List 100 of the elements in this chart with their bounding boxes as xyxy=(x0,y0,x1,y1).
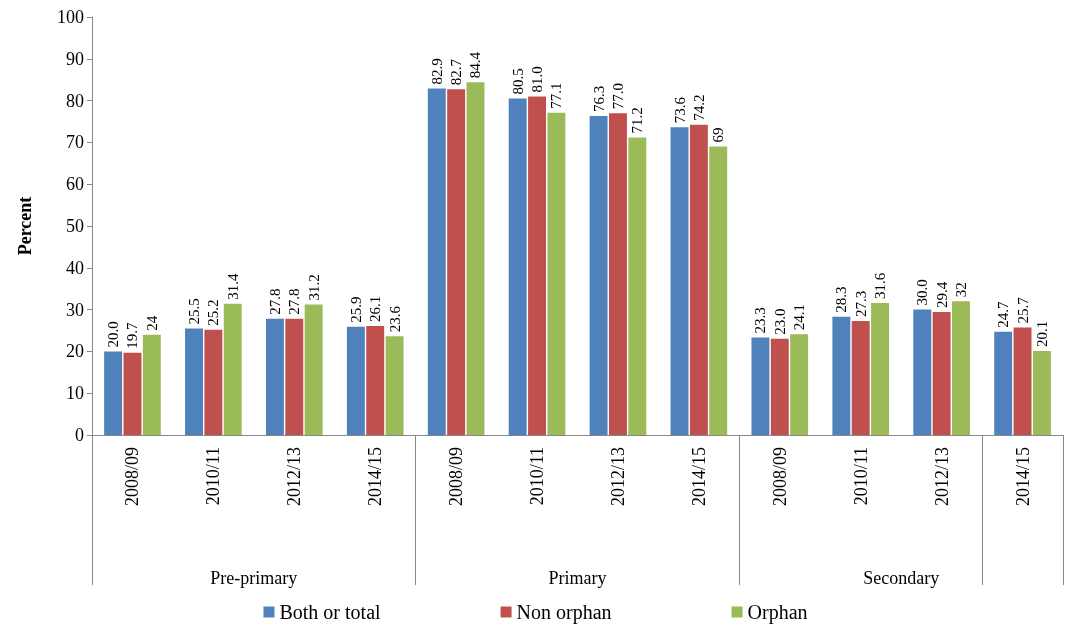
bar xyxy=(508,98,527,435)
y-axis-title: Percent xyxy=(15,196,35,256)
data-label: 80.5 xyxy=(509,68,526,95)
y-tick-label: 50 xyxy=(66,216,84,236)
y-tick-label: 20 xyxy=(66,341,84,362)
bar xyxy=(123,352,142,435)
bar xyxy=(628,137,647,435)
y-tick-label: 60 xyxy=(66,174,84,195)
bar xyxy=(223,303,242,435)
data-label: 28.3 xyxy=(833,286,850,313)
bar xyxy=(285,318,304,435)
y-tick-label: 100 xyxy=(57,7,84,27)
data-label: 31.4 xyxy=(224,273,241,300)
x-tick-label: 2008/09 xyxy=(446,447,467,507)
bar xyxy=(466,82,485,435)
text: Primary xyxy=(548,568,607,588)
data-label: 82.9 xyxy=(428,58,445,85)
bar xyxy=(790,334,809,435)
bar xyxy=(304,304,323,435)
data-label: 29.4 xyxy=(933,281,950,309)
data-label: 27.3 xyxy=(852,290,869,317)
data-label: 31.6 xyxy=(872,272,889,299)
bar xyxy=(346,326,365,435)
data-label: 82.7 xyxy=(448,58,465,86)
bar xyxy=(952,301,970,435)
data-label: 25.7 xyxy=(1014,296,1031,324)
bar xyxy=(589,116,608,435)
bar xyxy=(994,331,1013,435)
text: Secondary xyxy=(863,568,940,588)
bar xyxy=(751,337,770,435)
data-label: 27.8 xyxy=(266,288,283,315)
bar xyxy=(142,334,161,435)
data-label: 24.7 xyxy=(995,301,1012,328)
data-label: 25.2 xyxy=(205,299,222,326)
data-label: 23.6 xyxy=(386,305,403,333)
data-label: 30.0 xyxy=(914,279,931,306)
data-label: 71.2 xyxy=(629,107,646,134)
x-tick-label: 2012/13 xyxy=(931,447,952,507)
bar xyxy=(709,146,728,435)
bar xyxy=(832,316,851,435)
bar xyxy=(770,338,789,435)
legend-label: Both or total xyxy=(279,601,382,623)
bar xyxy=(1013,327,1032,435)
bar xyxy=(104,351,123,435)
x-tick-label: 2014/15 xyxy=(688,447,709,507)
data-label: 74.2 xyxy=(690,94,707,121)
bar xyxy=(932,312,951,435)
y-tick-label: 30 xyxy=(66,299,84,320)
bar xyxy=(609,113,627,435)
legend-label: Non orphan xyxy=(516,601,612,624)
data-label: 23.0 xyxy=(771,308,788,335)
bar xyxy=(670,127,689,435)
x-tick-label: 2012/13 xyxy=(284,447,305,507)
data-label: 73.6 xyxy=(671,96,688,124)
bar xyxy=(851,320,870,435)
bar xyxy=(871,302,890,435)
bar xyxy=(1032,350,1051,435)
bar xyxy=(265,318,284,435)
y-tick-label: 90 xyxy=(66,48,84,69)
bar xyxy=(427,88,446,435)
text: Pre-primary xyxy=(210,568,298,588)
data-label: 25.9 xyxy=(347,296,364,323)
data-label: 84.4 xyxy=(467,51,484,79)
y-tick-label: 80 xyxy=(66,90,84,111)
x-tick-label: 2012/13 xyxy=(607,447,628,507)
x-tick-label: 2010/11 xyxy=(527,447,548,506)
x-tick-label: 2014/15 xyxy=(365,447,386,507)
x-tick-label: 2010/11 xyxy=(203,447,224,506)
x-tick-label: 2008/09 xyxy=(769,447,790,507)
data-label: 26.1 xyxy=(367,295,384,322)
bar xyxy=(689,124,708,435)
y-tick-label: 40 xyxy=(66,257,84,278)
data-label: 23.3 xyxy=(752,307,769,334)
data-label: 31.2 xyxy=(305,274,322,301)
legend-label: Orphan xyxy=(747,601,808,624)
data-label: 24.1 xyxy=(791,304,808,331)
data-label: 20.1 xyxy=(1033,320,1050,347)
data-label: 27.8 xyxy=(286,288,303,315)
bar xyxy=(204,329,223,435)
bar xyxy=(913,309,932,435)
data-label: 20.0 xyxy=(105,321,122,348)
y-tick-label: 0 xyxy=(75,425,84,445)
data-label: 69 xyxy=(710,127,727,143)
data-label: 24 xyxy=(143,315,160,331)
y-tick-label: 10 xyxy=(66,383,84,404)
bar xyxy=(528,96,546,435)
data-label: 77.0 xyxy=(609,82,626,110)
x-tick-label: 2014/15 xyxy=(1012,447,1033,507)
x-tick-label: 2008/09 xyxy=(122,447,143,507)
bar xyxy=(185,328,203,435)
bar xyxy=(366,325,385,435)
x-tick-label: 2010/11 xyxy=(850,447,871,506)
bar xyxy=(547,112,566,435)
data-label: 25.5 xyxy=(186,298,203,325)
y-tick-label: 70 xyxy=(66,132,84,153)
data-label: 81.0 xyxy=(529,66,546,93)
data-label: 19.7 xyxy=(124,321,141,349)
data-label: 32 xyxy=(952,282,969,298)
bar xyxy=(385,336,404,435)
data-label: 77.1 xyxy=(548,82,565,109)
